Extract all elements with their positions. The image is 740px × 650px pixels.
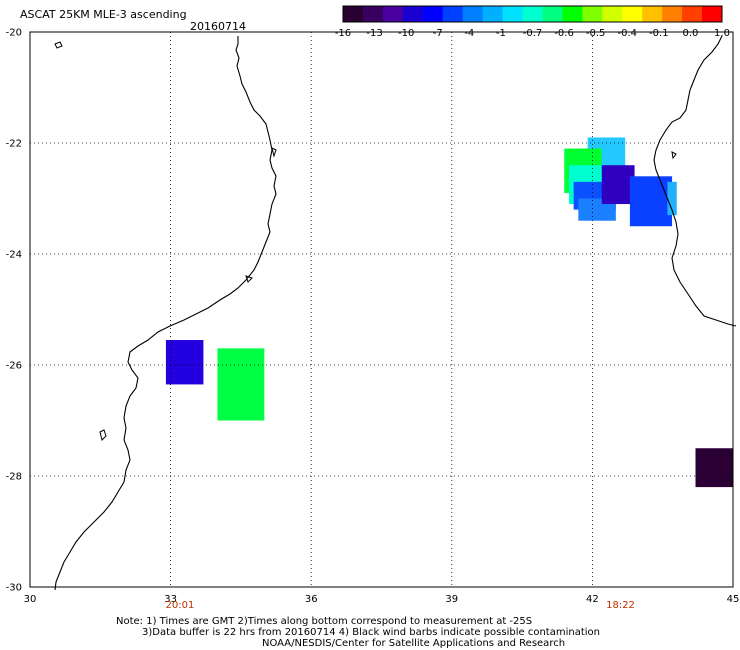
y-tick-label: -24: [6, 250, 22, 261]
time-labels: 20:01 18:22: [166, 600, 635, 611]
colorbar-label: -16: [335, 28, 351, 39]
footer-note-2: 3)Data buffer is 22 hrs from 20160714 4)…: [142, 627, 600, 638]
coastline-layer: [54, 35, 737, 591]
x-tick-label: 33: [164, 594, 177, 605]
colorbar-swatch: [382, 6, 404, 22]
colorbar-swatch: [402, 6, 424, 22]
map-title: ASCAT 25KM MLE-3 ascending: [20, 8, 187, 21]
x-tick-label: 30: [24, 594, 37, 605]
colorbar-swatch: [642, 6, 663, 22]
island-2: [99, 429, 107, 441]
map-frame: [29, 31, 734, 588]
colorbar-swatch: [422, 6, 444, 22]
wind-swath-cell: [601, 165, 635, 205]
colorbar-swatch: [562, 6, 583, 22]
colorbar-swatch: [662, 6, 683, 22]
colorbar-label: -0.7: [523, 28, 543, 39]
colorbar-swatch: [542, 6, 563, 22]
colorbar-swatch: [502, 6, 524, 22]
x-tick-label: 39: [445, 594, 458, 605]
map-date: 20160714: [190, 20, 246, 33]
colorbar-swatch: [582, 6, 603, 22]
colorbar-swatch: [702, 6, 723, 22]
axis-labels: 30 33 36 39 42 45 -20 -22 -24 -26 -28 -30: [6, 28, 740, 606]
colorbar-label: -0.6: [554, 28, 574, 39]
island-5: [671, 151, 677, 160]
footer-note-3: NOAA/NESDIS/Center for Satellite Applica…: [262, 638, 566, 649]
colorbar-swatch: [622, 6, 643, 22]
wind-swath-cell: [217, 348, 265, 421]
colorbar-labels: -16 -13 -10 -7 -4 -1 -0.7 -0.6 -0.5 -0.4 -0.1 0.0 1.…: [335, 28, 730, 39]
y-tick-label: -28: [6, 472, 22, 483]
colorbar-swatch: [482, 6, 504, 22]
y-tick-label: -26: [6, 361, 22, 372]
colorbar-swatch: [522, 6, 543, 22]
colorbar-frame: [342, 5, 723, 23]
coastline-madagascar: [653, 35, 737, 327]
island-3: [271, 147, 277, 158]
colorbar-swatch: [602, 6, 623, 22]
colorbar-label: -1: [496, 28, 506, 39]
wind-swath-cell: [695, 448, 733, 488]
pass-time-label: 20:01: [166, 600, 195, 611]
colorbar-label: -4: [464, 28, 474, 39]
colorbar-swatch: [343, 6, 364, 22]
colorbar-swatch: [462, 6, 484, 22]
colorbar-label: 0.0: [682, 28, 698, 39]
x-tick-label: 45: [727, 594, 740, 605]
wind-swath-cell: [667, 181, 677, 216]
y-tick-label: -30: [6, 583, 22, 594]
island-4: [245, 275, 253, 283]
footer-note-1: Note: 1) Times are GMT 2)Times along bot…: [116, 616, 533, 627]
colorbar-label: -0.1: [649, 28, 669, 39]
colorbar-label: -7: [433, 28, 443, 39]
x-tick-label: 36: [305, 594, 318, 605]
y-tick-label: -20: [6, 28, 22, 39]
colorbar: [342, 5, 723, 23]
wind-swath-cell: [629, 176, 673, 227]
colorbar-label: 1.0: [714, 28, 730, 39]
swath-layer: [165, 137, 733, 488]
y-tick-label: -22: [6, 139, 22, 150]
colorbar-label: -13: [366, 28, 382, 39]
coastline-africa: [54, 36, 277, 591]
pass-time-label: 18:22: [606, 600, 635, 611]
wind-swath-cell: [578, 198, 616, 221]
island-1: [54, 41, 63, 49]
x-tick-label: 42: [586, 594, 599, 605]
colorbar-label: -0.4: [617, 28, 637, 39]
colorbar-swatch: [682, 6, 703, 22]
colorbar-swatch: [442, 6, 464, 22]
colorbar-label: -10: [398, 28, 414, 39]
colorbar-label: -0.5: [586, 28, 606, 39]
gridlines: [30, 32, 733, 587]
wind-swath-cell: [165, 340, 204, 385]
colorbar-swatch: [362, 6, 384, 22]
